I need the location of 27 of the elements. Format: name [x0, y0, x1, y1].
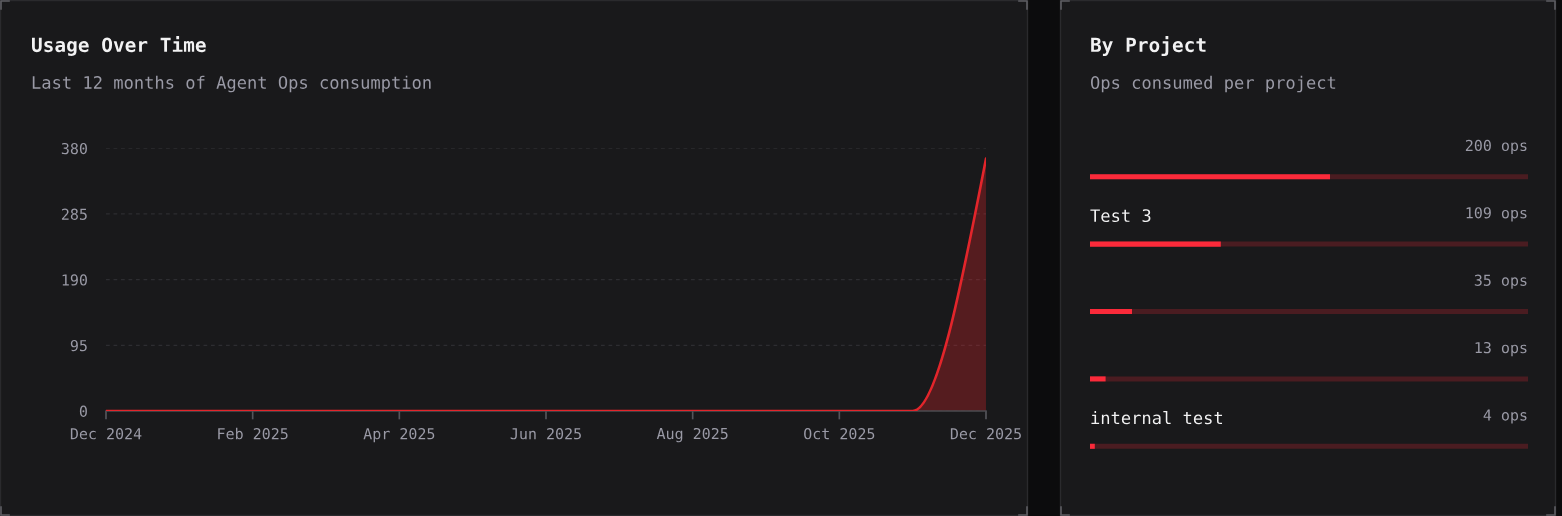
bar [1090, 308, 1132, 315]
x-tick-label: Oct 2025 [804, 428, 875, 440]
y-tick-label: 285 [61, 208, 87, 220]
data-label: 13 ops [1475, 341, 1527, 357]
data-label: 35 ops [1474, 274, 1527, 289]
y-tick-label: 0 [79, 405, 87, 417]
bar [1090, 241, 1221, 247]
x-tick-label: Dec 2025 [950, 428, 1021, 440]
chart-title: By Project [1091, 36, 1206, 56]
x-tick-label: Dec 2024 [70, 428, 142, 440]
y-tick-label: Test 3 [1090, 209, 1151, 223]
data-label: 4 ops [1483, 409, 1527, 424]
x-tick-label: Jun 2025 [510, 428, 581, 440]
data-label: 200 ops [1465, 139, 1527, 154]
x-tick-label: Feb 2025 [218, 427, 288, 440]
data-label: 109 ops [1466, 207, 1527, 222]
x-tick-label: Apr 2025 [363, 428, 435, 443]
chart-title: Usage Over Time [32, 36, 206, 56]
y-tick-label: 95 [70, 339, 87, 352]
y-tick-label: 380 [61, 142, 87, 155]
chart-subtitle: Ops consumed per project [1090, 75, 1336, 93]
chart-subtitle: Last 12 months of Agent Ops consumption [32, 75, 431, 93]
bar [1090, 376, 1106, 382]
y-tick-label: internal test [1091, 410, 1223, 425]
x-tick-label: Aug 2025 [656, 427, 728, 443]
y-tick-label: 190 [62, 274, 87, 286]
bar [1090, 443, 1095, 449]
